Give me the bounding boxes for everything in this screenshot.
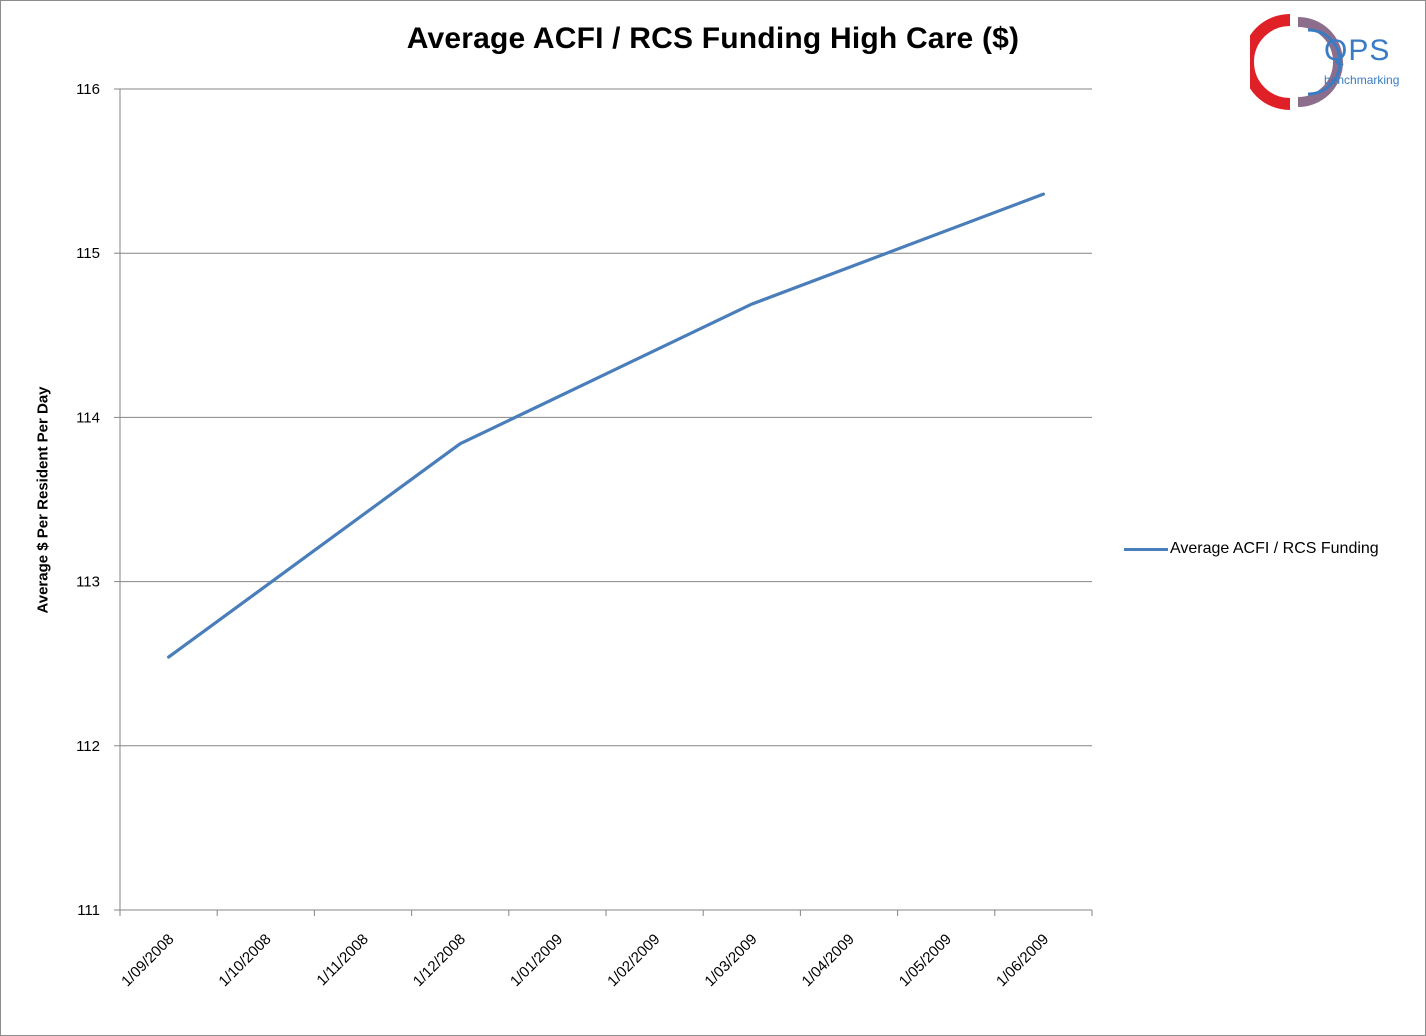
gridlines	[120, 88, 1092, 747]
x-tick-label: 1/02/2009	[604, 931, 663, 990]
logo-subtext: benchmarking	[1324, 73, 1400, 87]
x-tick-label: 1/03/2009	[701, 931, 760, 990]
y-tick-label: 116	[76, 81, 100, 98]
y-tick-label: 112	[76, 738, 100, 755]
x-tick-label: 1/10/2008	[215, 931, 274, 990]
x-tick-label: 1/12/2008	[410, 931, 469, 990]
x-tick-labels: 1/09/2008 1/10/2008 1/11/2008 1/12/2008 1/01…	[118, 931, 1052, 990]
series-lines	[167, 192, 1046, 659]
legend-swatch	[1124, 547, 1168, 551]
legend: Average ACFI / RCS Funding	[1124, 540, 1379, 558]
series-line	[167, 192, 1046, 659]
y-tick-label: 113	[76, 574, 100, 591]
x-tick-label: 1/01/2009	[507, 931, 566, 990]
y-tick-labels: 111 112 113 114 115 116	[76, 81, 100, 919]
x-tick-label: 1/04/2009	[799, 931, 858, 990]
y-tick-label: 115	[76, 245, 100, 262]
chart-title: Average ACFI / RCS Funding High Care ($)	[406, 22, 1020, 55]
x-tick-label: 1/09/2008	[118, 931, 177, 990]
x-tick-label: 1/11/2008	[313, 931, 371, 989]
x-tick-label: 1/06/2009	[993, 931, 1052, 990]
y-tick-label: 111	[77, 902, 100, 919]
legend-label: Average ACFI / RCS Funding	[1170, 540, 1379, 557]
y-tick-label: 114	[76, 409, 100, 426]
axes	[114, 88, 1093, 916]
logo-text: QPS	[1324, 34, 1391, 67]
x-tick-label: 1/05/2009	[896, 931, 955, 990]
qps-logo: QPS benchmarking	[1242, 12, 1420, 112]
